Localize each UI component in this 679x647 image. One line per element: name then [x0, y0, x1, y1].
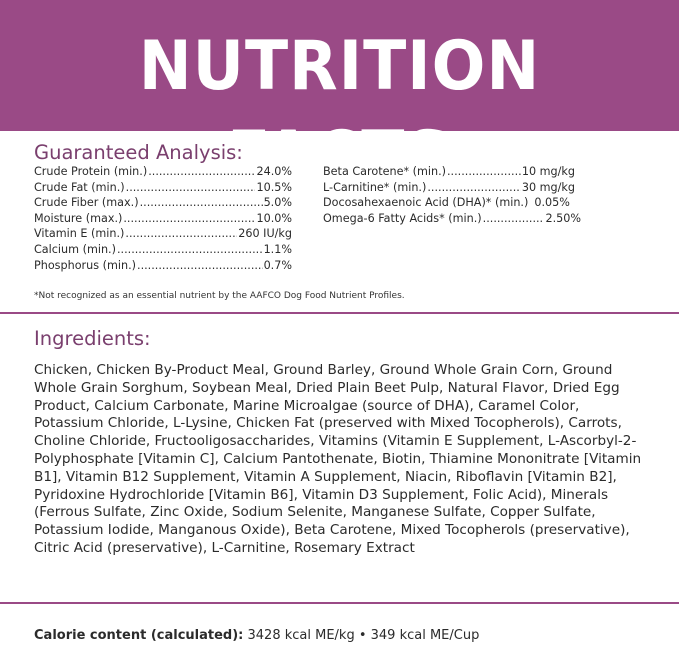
- analysis-row: Moisture (max.) 10.0%: [34, 211, 292, 227]
- nutrient-value: 2.50%: [545, 211, 581, 225]
- nutrient-value: 30 mg/kg: [521, 180, 575, 194]
- nutrient-name: Docosahexaenoic Acid (DHA)* (min.): [323, 196, 529, 210]
- analysis-row: Crude Fat (min.) 10.5%: [34, 180, 292, 196]
- analysis-row: L-Carnitine* (min.) 30 mg/kg: [323, 180, 575, 196]
- analysis-row: Beta Carotene* (min.) 10 mg/kg: [323, 164, 575, 180]
- analysis-row: Phosphorus (min.) 0.7%: [34, 258, 292, 274]
- calorie-value: 3428 kcal ME/kg • 349 kcal ME/Cup: [243, 628, 480, 643]
- calorie-content: Calorie content (calculated): 3428 kcal …: [34, 627, 479, 644]
- nutrient-name: L-Carnitine* (min.): [323, 180, 427, 194]
- analysis-row: Crude Fiber (max.) 5.0%: [34, 195, 292, 211]
- analysis-row: Calcium (min.) 1.1%: [34, 242, 292, 258]
- analysis-right-column: Beta Carotene* (min.) 10 mg/kg L-Carniti…: [323, 164, 598, 226]
- nutrient-value: 5.0%: [263, 196, 292, 210]
- analysis-row: Vitamin E (min.) 260 IU/kg: [34, 226, 292, 242]
- nutrient-name: Calcium (min.): [34, 242, 116, 256]
- analysis-row: Omega-6 Fatty Acids* (min.) 2.50%: [323, 211, 581, 227]
- nutrient-value: 0.7%: [263, 258, 292, 272]
- analysis-row: Docosahexaenoic Acid (DHA)* (min.) 0.05%: [323, 195, 598, 211]
- nutrient-name: Crude Fat (min.): [34, 180, 125, 194]
- ingredients-heading: Ingredients:: [34, 327, 151, 350]
- leader-dots: [447, 164, 521, 180]
- leader-dots: [140, 195, 263, 211]
- header-banner: NUTRITION FACTS: [0, 0, 679, 196]
- page-title: NUTRITION FACTS: [138, 27, 541, 196]
- leader-dots: [117, 242, 263, 258]
- nutrient-name: Vitamin E (min.): [34, 227, 125, 241]
- leader-dots: [148, 164, 255, 180]
- nutrient-name: Crude Fiber (max.): [34, 196, 139, 210]
- nutrient-value: 10 mg/kg: [521, 165, 575, 178]
- analysis-left-column: Crude Protein (min.) 24.0% Crude Fat (mi…: [34, 164, 292, 273]
- guaranteed-analysis-heading: Guaranteed Analysis:: [34, 141, 243, 164]
- leader-dots: [427, 180, 521, 196]
- nutrient-name: Moisture (max.): [34, 211, 123, 225]
- nutrient-value: 10.5%: [256, 180, 292, 194]
- leader-dots: [125, 226, 237, 242]
- nutrient-name: Beta Carotene* (min.): [323, 165, 446, 178]
- leader-dots: [126, 180, 256, 196]
- leader-dots: [137, 258, 263, 274]
- nutrient-name: Phosphorus (min.): [34, 258, 137, 272]
- leader-dots: [123, 211, 255, 227]
- section-divider: [0, 602, 679, 604]
- ingredients-list: Chicken, Chicken By-Product Meal, Ground…: [34, 362, 642, 556]
- nutrient-value: 0.05%: [534, 196, 570, 210]
- leader-dots: [483, 211, 545, 227]
- nutrient-value: 24.0%: [256, 165, 292, 178]
- analysis-row: Crude Protein (min.) 24.0%: [34, 164, 292, 180]
- nutrient-name: Omega-6 Fatty Acids* (min.): [323, 211, 482, 225]
- nutrient-value: 10.0%: [256, 211, 292, 225]
- calorie-label: Calorie content (calculated):: [34, 628, 244, 643]
- aafco-footnote: *Not recognized as an essential nutrient…: [34, 291, 405, 301]
- section-divider: [0, 312, 679, 314]
- nutrient-value: 260 IU/kg: [238, 227, 292, 241]
- nutrient-value: 1.1%: [263, 242, 292, 256]
- nutrient-name: Crude Protein (min.): [34, 165, 148, 178]
